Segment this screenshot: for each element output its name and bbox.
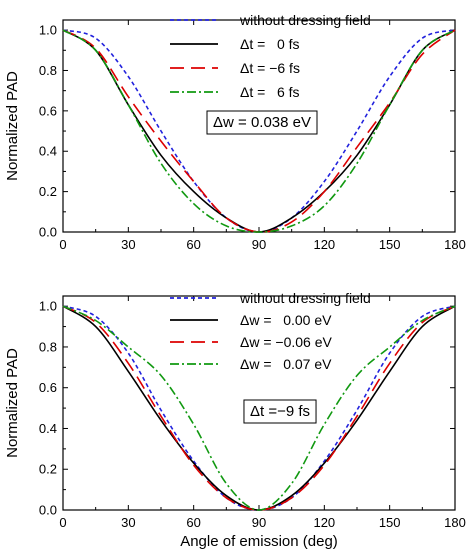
y-tick-label: 1.0 — [39, 299, 57, 314]
x-tick-label: 180 — [444, 237, 466, 252]
y-tick-label: 1.0 — [39, 23, 57, 38]
annotation-text: Δt =−9 fs — [250, 403, 310, 420]
y-axis-label: Normalized PAD — [4, 348, 21, 458]
series-line — [62, 29, 456, 233]
series-line — [62, 29, 456, 233]
panel-bottom: 0 30 60 90 120 150 180 0.0 0.2 0.4 0.6 0.8 1.0 Normal… — [4, 290, 466, 550]
x-tick-label: 150 — [379, 237, 401, 252]
legend-label: without dressing field — [239, 290, 371, 306]
x-tick-label: 120 — [313, 515, 335, 530]
x-tick-label: 60 — [186, 237, 200, 252]
x-tick-label: 180 — [444, 515, 466, 530]
y-tick-label: 0.6 — [39, 380, 57, 395]
x-tick-label: 0 — [59, 237, 66, 252]
x-tick-label: 150 — [379, 515, 401, 530]
x-tick-label: 0 — [59, 515, 66, 530]
x-tick-label: 90 — [252, 515, 266, 530]
x-tick-label: 90 — [252, 237, 266, 252]
x-tick-label: 30 — [121, 515, 135, 530]
legend-label: Δw = −0.06 eV — [240, 334, 333, 350]
x-tick-label: 30 — [121, 237, 135, 252]
series-line — [62, 305, 456, 511]
y-tick-label: 0.4 — [39, 144, 57, 159]
y-tick-label: 0.6 — [39, 103, 57, 118]
y-tick-label: 0.2 — [39, 462, 57, 477]
panel-top: 0 30 60 90 120 150 180 0.0 0.2 0.4 0.6 0.8 1.0 Normal… — [4, 12, 466, 252]
legend-label: Δt = 0 fs — [240, 36, 300, 52]
legend-label: Δt = 6 fs — [240, 84, 300, 100]
y-axis-label: Normalized PAD — [4, 71, 21, 181]
annotation-box — [206, 110, 318, 135]
legend-label: Δw = 0.00 eV — [240, 312, 332, 328]
annotation-text: Δw = 0.038 eV — [213, 114, 311, 131]
legend-label: Δt = −6 fs — [240, 60, 300, 76]
y-tick-label: 0.2 — [39, 184, 57, 199]
series-line — [62, 305, 456, 511]
y-tick-label: 0.8 — [39, 339, 57, 354]
series-line — [62, 29, 456, 233]
y-tick-label: 0.0 — [39, 503, 57, 518]
legend-label: Δw = 0.07 eV — [240, 356, 332, 372]
annotation-box — [243, 399, 317, 424]
y-tick-label: 0.8 — [39, 63, 57, 78]
y-tick-label: 0.4 — [39, 421, 57, 436]
x-tick-label: 60 — [186, 515, 200, 530]
y-tick-label: 0.0 — [39, 225, 57, 240]
x-tick-label: 120 — [313, 237, 335, 252]
legend-label: without dressing field — [239, 12, 371, 28]
x-axis-label: Angle of emission (deg) — [180, 533, 338, 550]
